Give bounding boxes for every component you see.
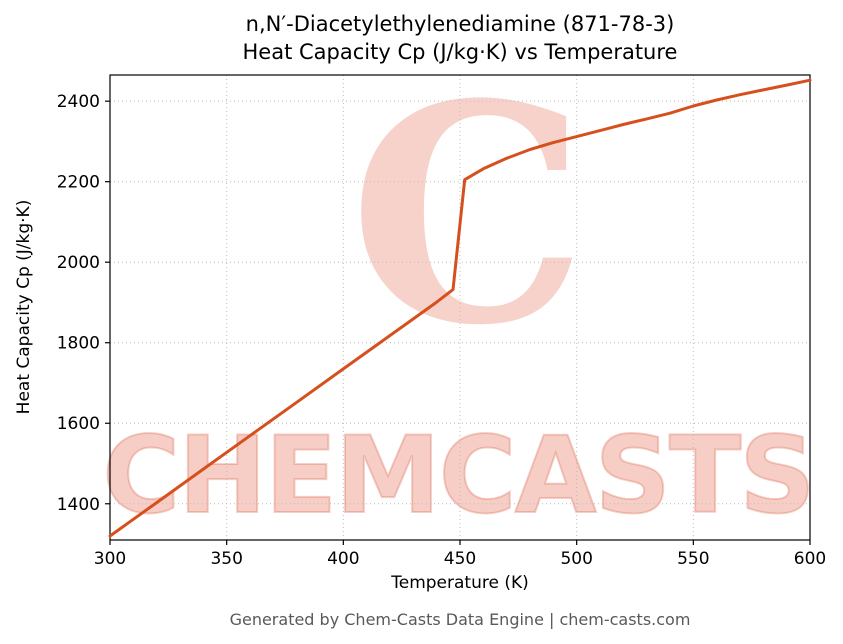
chart-title-line1: n,N′-Diacetylethylenediamine (871-78-3) — [245, 12, 675, 36]
y-tick-label: 1400 — [57, 495, 100, 515]
x-tick-label: 350 — [210, 549, 242, 569]
chart-title: n,N′-Diacetylethylenediamine (871-78-3) … — [110, 10, 810, 67]
y-tick-label: 1600 — [57, 414, 100, 434]
x-axis-label: Temperature (K) — [391, 573, 529, 593]
chart-title-line2: Heat Capacity Cp (J/kg·K) vs Temperature — [242, 40, 678, 65]
y-tick-label: 2200 — [57, 173, 100, 193]
y-axis-label: Heat Capacity Cp (J/kg·K) — [14, 199, 34, 415]
x-tick-label: 400 — [327, 549, 359, 569]
y-tick-label: 2400 — [57, 92, 100, 112]
y-tick-label: 2000 — [57, 253, 100, 273]
x-tick-label: 300 — [94, 549, 126, 569]
x-tick-label: 550 — [677, 549, 709, 569]
x-tick-label: 600 — [794, 549, 826, 569]
x-tick-label: 450 — [444, 549, 476, 569]
footer-attribution: Generated by Chem-Casts Data Engine | ch… — [229, 610, 691, 629]
cp-data-line — [108, 78, 812, 538]
x-tick-label: 500 — [560, 549, 592, 569]
y-tick-label: 1800 — [57, 334, 100, 354]
